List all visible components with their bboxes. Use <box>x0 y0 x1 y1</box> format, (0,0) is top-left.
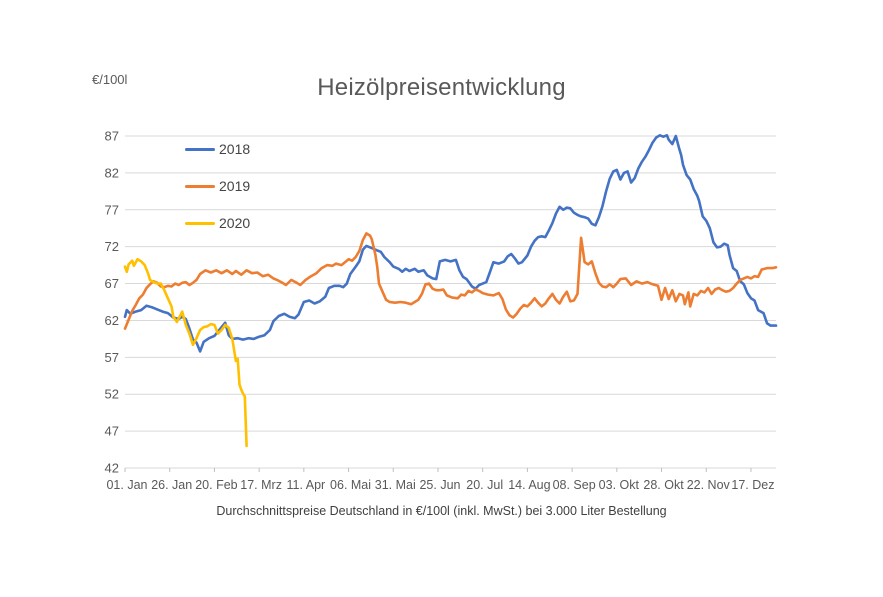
y-tick-label-77: 77 <box>105 202 119 217</box>
x-tick-label-17. Mrz: 17. Mrz <box>240 478 282 492</box>
y-tick-label-57: 57 <box>105 350 119 365</box>
legend-label-2020: 2020 <box>219 215 251 231</box>
series-line-2019 <box>123 232 778 330</box>
legend-item-2018: 2018 <box>185 141 250 157</box>
legend-swatch-2019 <box>185 184 215 188</box>
legend-swatch-2020 <box>185 221 215 225</box>
x-tick-label-17. Dez: 17. Dez <box>731 478 774 492</box>
x-tick-label-03. Okt: 03. Okt <box>599 478 640 492</box>
y-tick-label-82: 82 <box>105 165 119 180</box>
legend-item-2020: 2020 <box>185 215 250 231</box>
y-tick-label-87: 87 <box>105 129 119 144</box>
x-tick-label-20. Jul: 20. Jul <box>466 478 503 492</box>
x-tick-label-28. Okt: 28. Okt <box>643 478 684 492</box>
legend-item-2019: 2019 <box>185 178 250 194</box>
x-tick-label-06. Mai: 06. Mai <box>330 478 371 492</box>
y-tick-label-47: 47 <box>105 424 119 439</box>
y-tick-label-52: 52 <box>105 387 119 402</box>
legend-label-2018: 2018 <box>219 141 251 157</box>
x-tick-label-22. Nov: 22. Nov <box>687 478 731 492</box>
series-line-2018 <box>123 134 778 353</box>
x-tick-label-08. Sep: 08. Sep <box>553 478 596 492</box>
legend-swatch-2018 <box>185 147 215 151</box>
y-tick-label-72: 72 <box>105 239 119 254</box>
x-tick-label-20. Feb: 20. Feb <box>195 478 237 492</box>
x-tick-label-26. Jan: 26. Jan <box>151 478 192 492</box>
x-tick-label-25. Jun: 25. Jun <box>419 478 460 492</box>
y-tick-label-62: 62 <box>105 313 119 328</box>
x-tick-label-31. Mai: 31. Mai <box>375 478 416 492</box>
y-tick-label-67: 67 <box>105 276 119 291</box>
legend-label-2019: 2019 <box>219 178 251 194</box>
y-tick-label-42: 42 <box>105 461 119 476</box>
x-tick-label-11. Apr: 11. Apr <box>287 478 326 492</box>
y-axis-unit-label: €/100l <box>92 72 128 87</box>
chart-title: Heizölpreisentwicklung <box>317 74 566 101</box>
x-tick-label-01. Jan: 01. Jan <box>106 478 147 492</box>
series-line-2020 <box>123 257 248 448</box>
x-tick-label-14. Aug: 14. Aug <box>508 478 550 492</box>
chart-legend: 2018 2019 2020 <box>185 141 250 252</box>
chart-caption: Durchschnittspreise Deutschland in €/100… <box>216 504 667 518</box>
